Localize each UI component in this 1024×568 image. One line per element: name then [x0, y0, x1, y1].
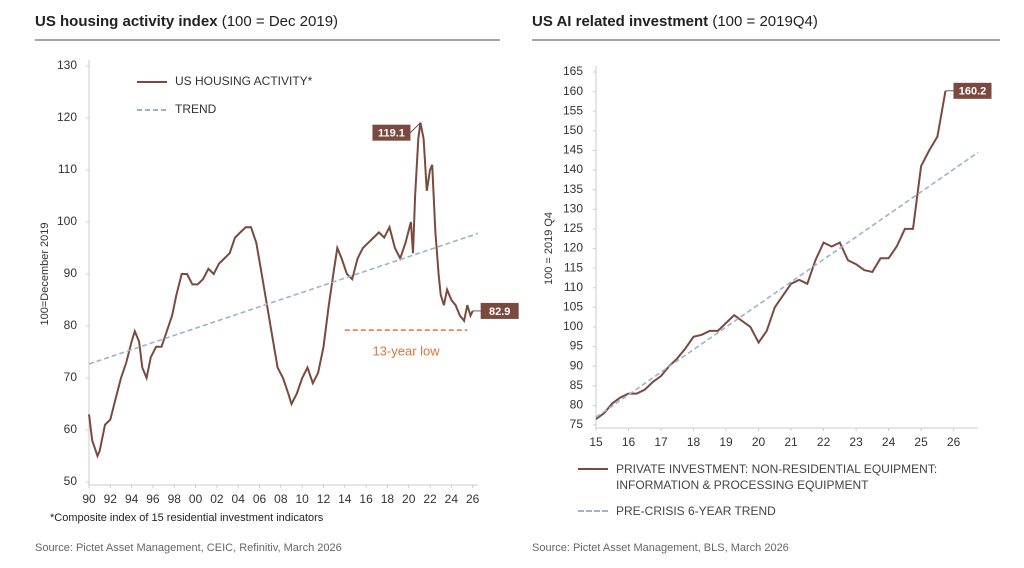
- legend: PRIVATE INVESTMENT: NON-RESIDENTIAL EQUI…: [578, 461, 956, 529]
- x-tick-label: 20: [402, 492, 416, 506]
- x-tick-label: 16: [359, 492, 373, 506]
- y-tick-label: 100: [563, 319, 583, 333]
- legend-label: PRIVATE INVESTMENT: NON-RESIDENTIAL EQUI…: [616, 462, 938, 492]
- x-tick-label: 16: [622, 435, 636, 449]
- x-tick-label: 04: [232, 492, 246, 506]
- y-tick-label: 160: [563, 84, 583, 98]
- y-tick-label: 140: [563, 162, 583, 176]
- legend-item: PRE-CRISIS 6-YEAR TREND: [578, 503, 956, 519]
- y-tick-label: 60: [64, 422, 78, 436]
- y-tick-label: 120: [57, 110, 77, 124]
- y-tick-label: 100: [57, 214, 77, 228]
- y-tick-label: 70: [64, 370, 78, 384]
- x-tick-label: 24: [445, 492, 459, 506]
- y-tick-label: 165: [563, 64, 583, 78]
- y-tick-label: 155: [563, 103, 583, 117]
- series-line: [595, 151, 979, 418]
- x-tick-label: 21: [784, 435, 798, 449]
- y-tick-label: 90: [64, 266, 78, 280]
- chart-title: US AI related investment (100 = 2019Q4): [532, 13, 818, 30]
- footnote: *Composite index of 15 residential inves…: [50, 512, 324, 524]
- x-tick-label: 96: [146, 492, 160, 506]
- y-tick-label: 80: [570, 398, 584, 412]
- x-tick-label: 08: [274, 492, 288, 506]
- value-label: 160.2: [959, 86, 987, 98]
- value-label-box: [953, 82, 992, 99]
- y-tick-label: 50: [64, 474, 78, 488]
- x-tick-label: 18: [687, 435, 701, 449]
- source: Source: Pictet Asset Management, CEIC, R…: [35, 542, 342, 554]
- y-tick-label: 135: [563, 182, 583, 196]
- value-label: 119.1: [378, 128, 405, 140]
- x-tick-label: 18: [381, 492, 395, 506]
- x-tick-label: 26: [947, 435, 961, 449]
- y-tick-label: 115: [564, 260, 583, 274]
- x-tick-label: 20: [752, 435, 766, 449]
- x-tick-label: 23: [849, 435, 863, 449]
- chart-title: US housing activity index (100 = Dec 201…: [35, 13, 338, 30]
- x-tick-label: 00: [189, 492, 203, 506]
- legend-item: PRIVATE INVESTMENT: NON-RESIDENTIAL EQUI…: [578, 461, 956, 493]
- legend-label: TREND: [175, 102, 217, 116]
- y-tick-label: 75: [570, 417, 584, 431]
- y-tick-label: 90: [570, 358, 584, 372]
- y-tick-label: 130: [563, 201, 583, 215]
- y-tick-label: 105: [563, 300, 583, 314]
- legend-label: US HOUSING ACTIVITY*: [175, 74, 313, 88]
- x-tick-label: 10: [295, 492, 309, 506]
- y-tick-label: 95: [570, 339, 584, 353]
- legend-swatch: [578, 468, 608, 470]
- y-tick-label: 80: [64, 318, 78, 332]
- x-tick-label: 14: [338, 492, 352, 506]
- y-tick-label: 85: [570, 378, 584, 392]
- y-axis-title: 100 = 2019 Q4: [543, 212, 555, 285]
- y-axis-title: 100=December 2019: [39, 222, 51, 325]
- y-tick-label: 130: [57, 58, 77, 72]
- series-line: [88, 122, 474, 459]
- x-tick-label: 90: [82, 492, 96, 506]
- y-tick-label: 110: [58, 162, 77, 176]
- title-main: US AI related investment: [532, 13, 708, 30]
- value-label-box: [480, 302, 519, 319]
- title-sub: (100 = Dec 2019): [222, 13, 338, 30]
- label-leader: [410, 122, 421, 133]
- legend-label: PRE-CRISIS 6-YEAR TREND: [616, 504, 776, 518]
- y-tick-label: 150: [563, 123, 583, 137]
- source: Source: Pictet Asset Management, BLS, Ma…: [532, 542, 789, 554]
- value-label: 82.9: [489, 306, 510, 318]
- x-tick-label: 12: [317, 492, 331, 506]
- x-tick-label: 22: [817, 435, 831, 449]
- title-main: US housing activity index: [35, 13, 218, 30]
- legend-swatch: [578, 510, 608, 512]
- x-tick-label: 22: [423, 492, 437, 506]
- x-tick-label: 15: [589, 435, 603, 449]
- x-tick-label: 19: [719, 435, 733, 449]
- x-tick-label: 24: [882, 435, 896, 449]
- x-tick-label: 17: [654, 435, 668, 449]
- x-tick-label: 92: [104, 492, 118, 506]
- x-tick-label: 02: [210, 492, 224, 506]
- series-line: [88, 232, 479, 365]
- x-tick-label: 26: [466, 492, 480, 506]
- annotation-text: 13-year low: [372, 344, 440, 359]
- series-line: [595, 90, 947, 420]
- y-tick-label: 110: [564, 280, 583, 294]
- y-tick-label: 125: [563, 221, 583, 235]
- y-tick-label: 145: [563, 143, 583, 157]
- x-tick-label: 94: [125, 492, 139, 506]
- y-tick-label: 120: [563, 241, 583, 255]
- x-tick-label: 25: [914, 435, 928, 449]
- value-label-box: [372, 124, 411, 141]
- title-sub: (100 = 2019Q4): [712, 13, 818, 30]
- x-tick-label: 06: [253, 492, 267, 506]
- x-tick-label: 98: [168, 492, 182, 506]
